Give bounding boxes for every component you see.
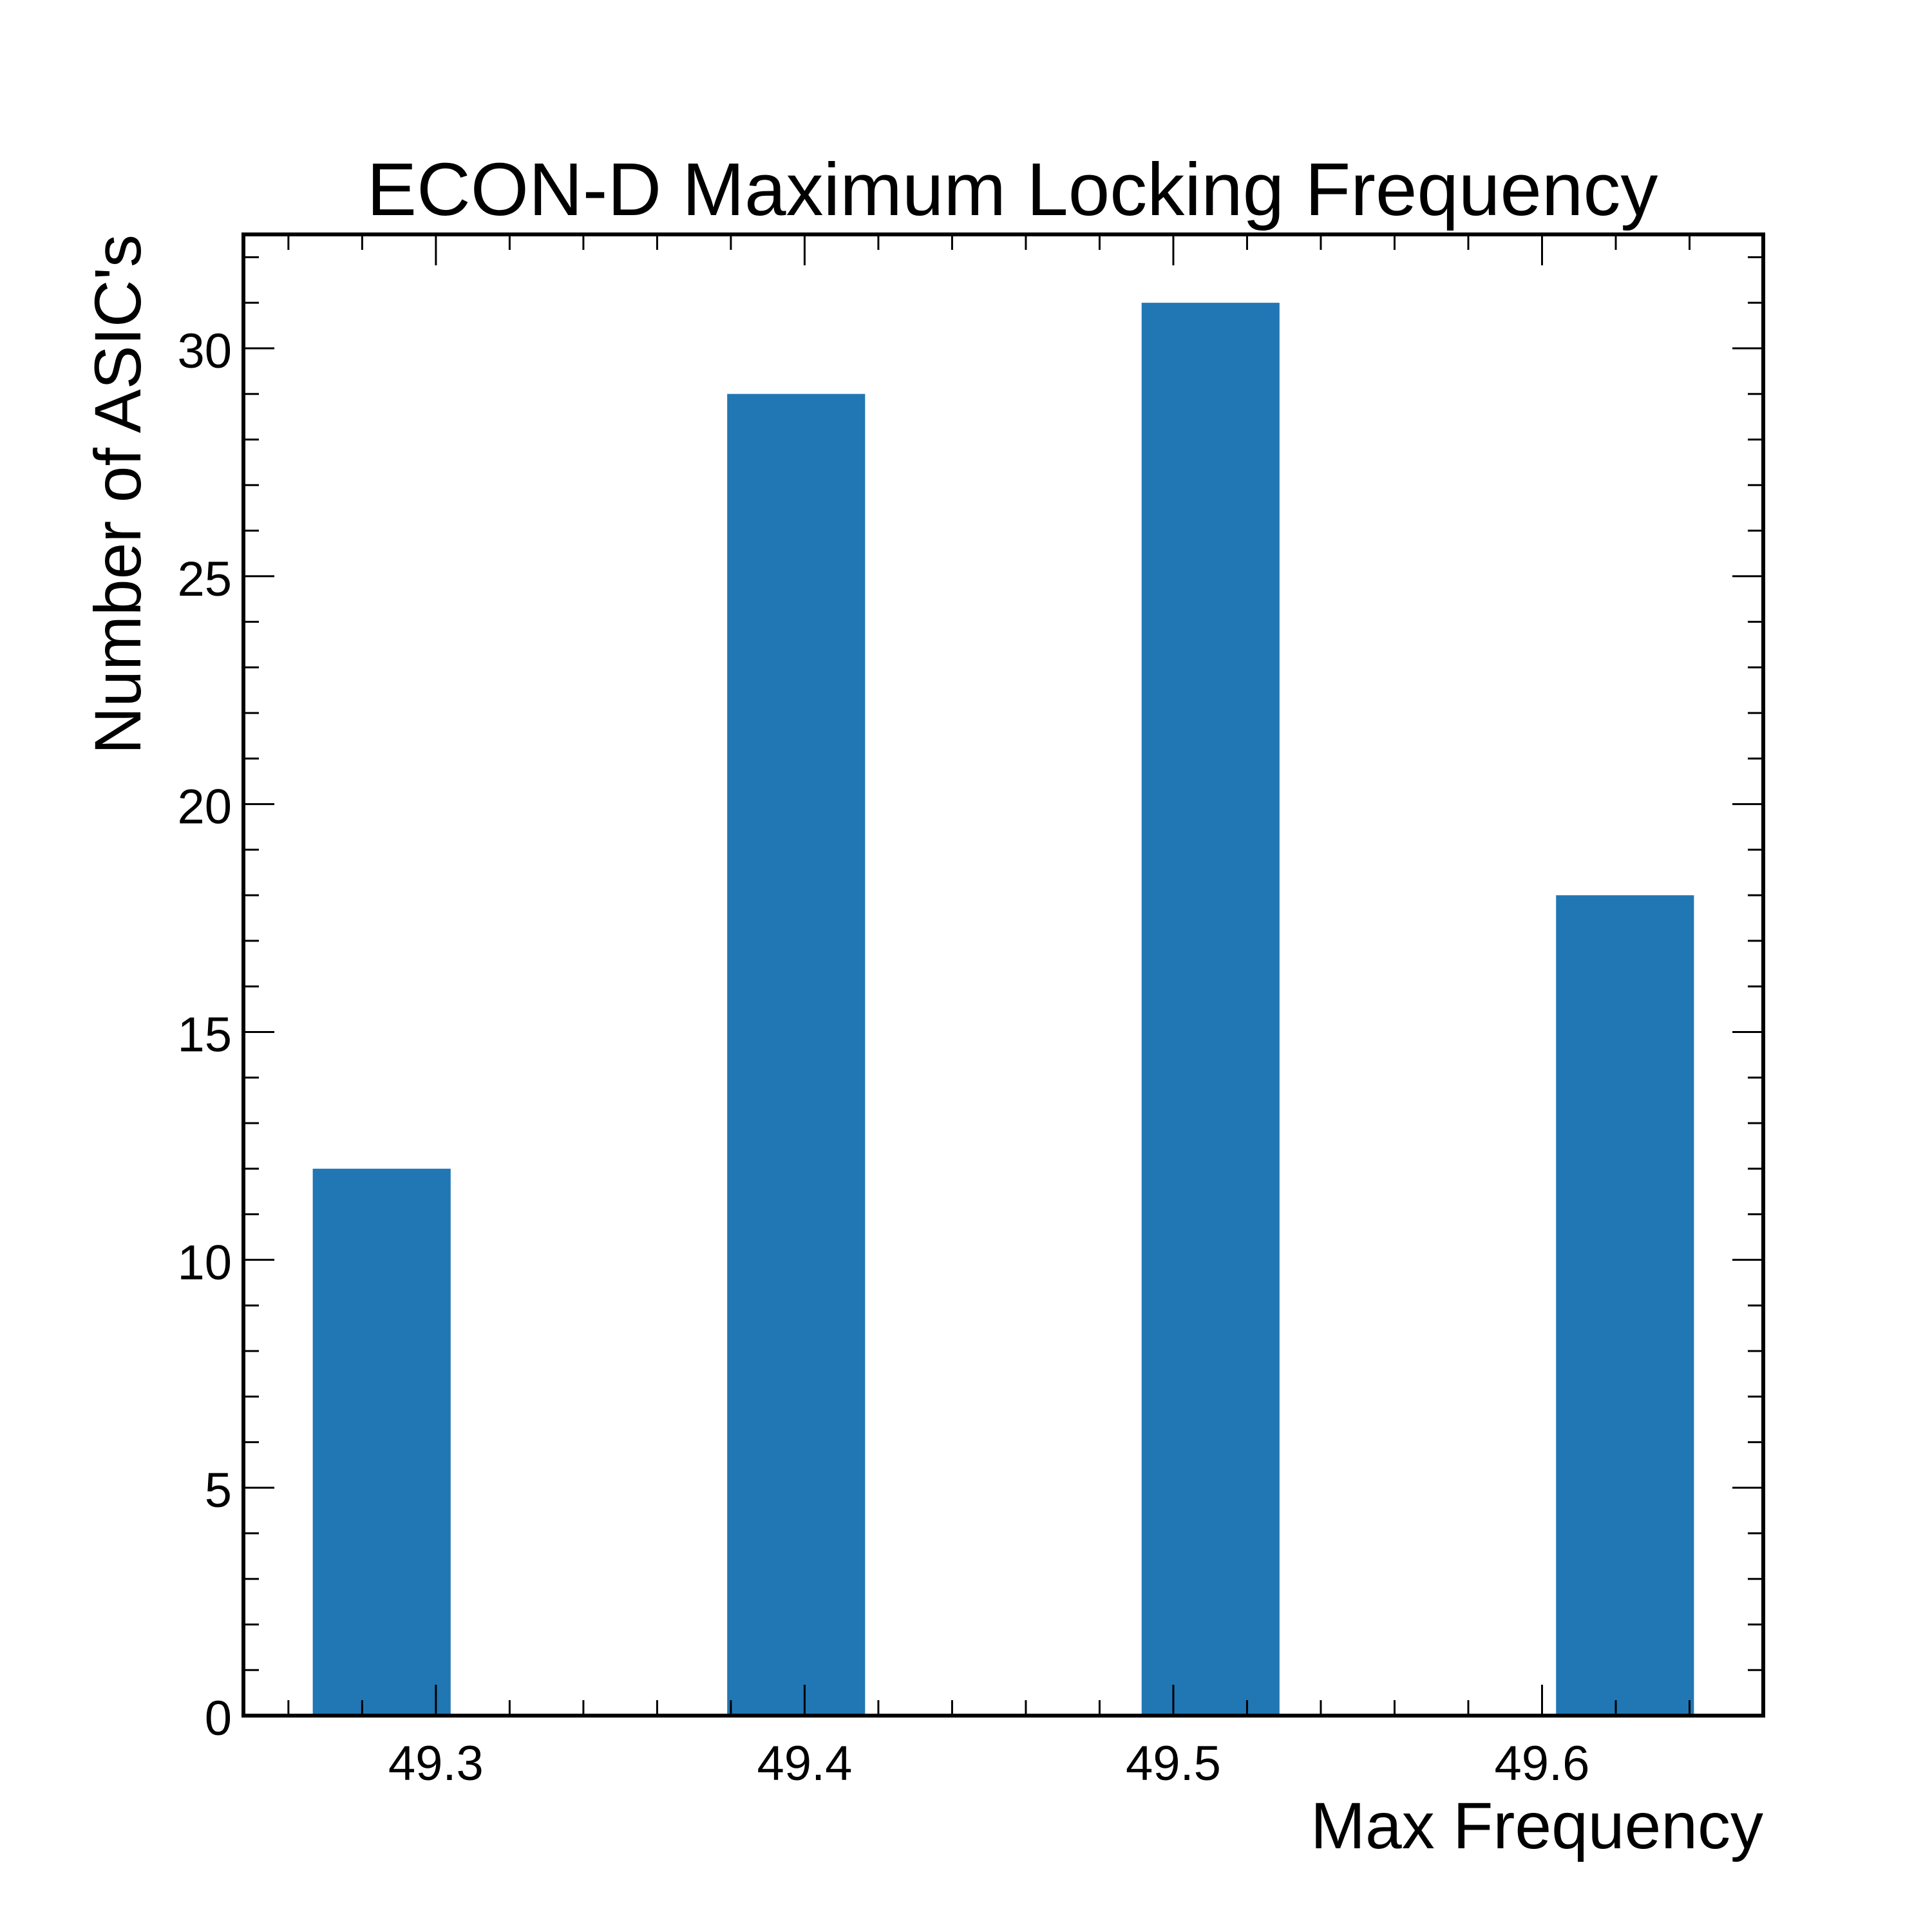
bar-3 [1141,303,1280,1716]
bar-4 [1556,895,1694,1716]
chart-title: ECON-D Maximum Locking Frequency [367,147,1658,231]
y-tick-label: 30 [177,324,232,379]
y-axis-label: Number of ASIC's [81,234,155,754]
x-tick-label: 49.3 [388,1736,484,1791]
y-tick-label: 25 [177,552,232,607]
y-tick-label: 10 [177,1235,232,1290]
ticks-group [243,234,1765,1717]
plot-frame [242,232,1765,1718]
bars-group [312,303,1694,1716]
y-tick-label: 5 [205,1463,232,1518]
y-tick-label: 15 [177,1007,232,1062]
y-tick-label: 0 [205,1691,232,1746]
bar-2 [727,393,866,1716]
bar-1 [312,1168,451,1716]
x-tick-label: 49.5 [1126,1736,1221,1791]
x-tick-label: 49.4 [757,1736,852,1791]
y-tick-label: 20 [177,780,232,835]
x-tick-label: 49.6 [1495,1736,1590,1791]
x-axis-label: Max Frequency [1311,1789,1763,1862]
tick-labels-group: 49.3 49.4 49.5 49.6 0 5 10 15 20 25 30 [177,324,1589,1791]
